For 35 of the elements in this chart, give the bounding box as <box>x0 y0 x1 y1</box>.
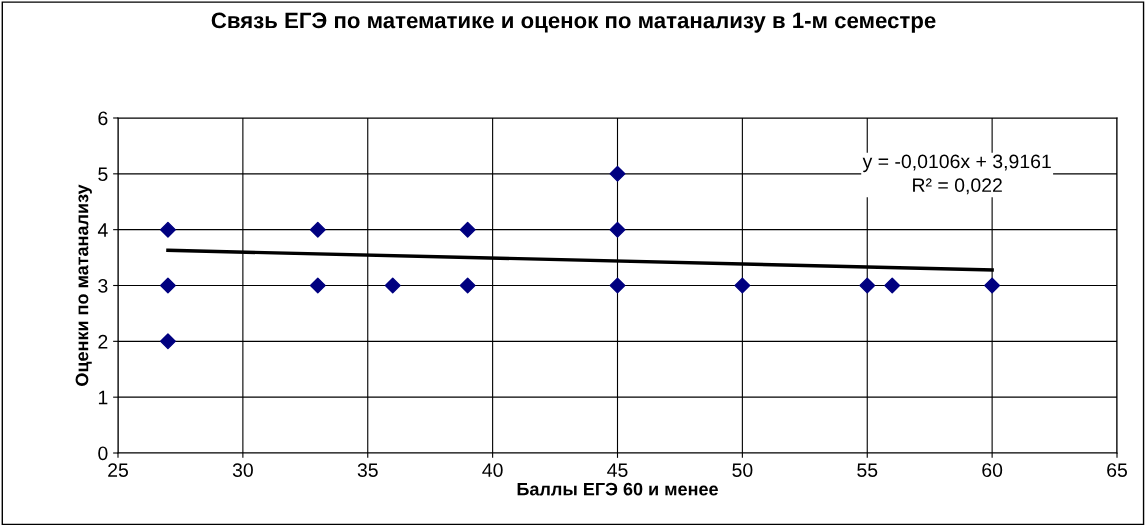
point <box>609 165 626 182</box>
x-axis-title: Баллы ЕГЭ 60 и менее <box>517 482 718 496</box>
point <box>309 221 326 238</box>
x-tick-label: 25 <box>108 463 128 477</box>
point <box>859 277 876 294</box>
y-axis-title: Оценки по матанализу <box>75 184 92 386</box>
point <box>159 333 176 350</box>
point <box>459 221 476 238</box>
x-tick-label: 55 <box>857 463 878 477</box>
y-tick-label: 6 <box>98 111 108 126</box>
y-tick-label: 5 <box>98 167 108 182</box>
y-tick-label: 3 <box>98 278 108 293</box>
point <box>159 221 176 238</box>
x-tick-label: 50 <box>732 463 753 477</box>
point <box>734 277 751 294</box>
chart-title: Связь ЕГЭ по математике и оценок по матанализу в 1-м семестре <box>211 12 936 33</box>
y-tick-label: 4 <box>97 223 108 237</box>
x-tick-label: 35 <box>357 463 378 477</box>
point <box>884 277 901 294</box>
point <box>309 277 326 294</box>
x-tick-label: 40 <box>482 463 503 477</box>
point <box>984 277 1001 294</box>
point <box>159 277 176 294</box>
x-tick-label: 65 <box>1107 463 1127 477</box>
y-tick-label: 2 <box>98 334 108 349</box>
x-tick-label: 30 <box>232 463 253 477</box>
x-tick-label: 45 <box>607 463 628 477</box>
x-tick-label: 60 <box>982 463 1003 477</box>
annotation: y = -0,0106x + 3,9161 R² = 0,022 <box>862 154 1051 195</box>
point <box>609 277 626 294</box>
point <box>459 277 476 294</box>
y-tick-label: 1 <box>98 390 108 405</box>
y-tick-label: 0 <box>98 446 108 461</box>
point <box>384 277 401 294</box>
point <box>609 221 626 238</box>
